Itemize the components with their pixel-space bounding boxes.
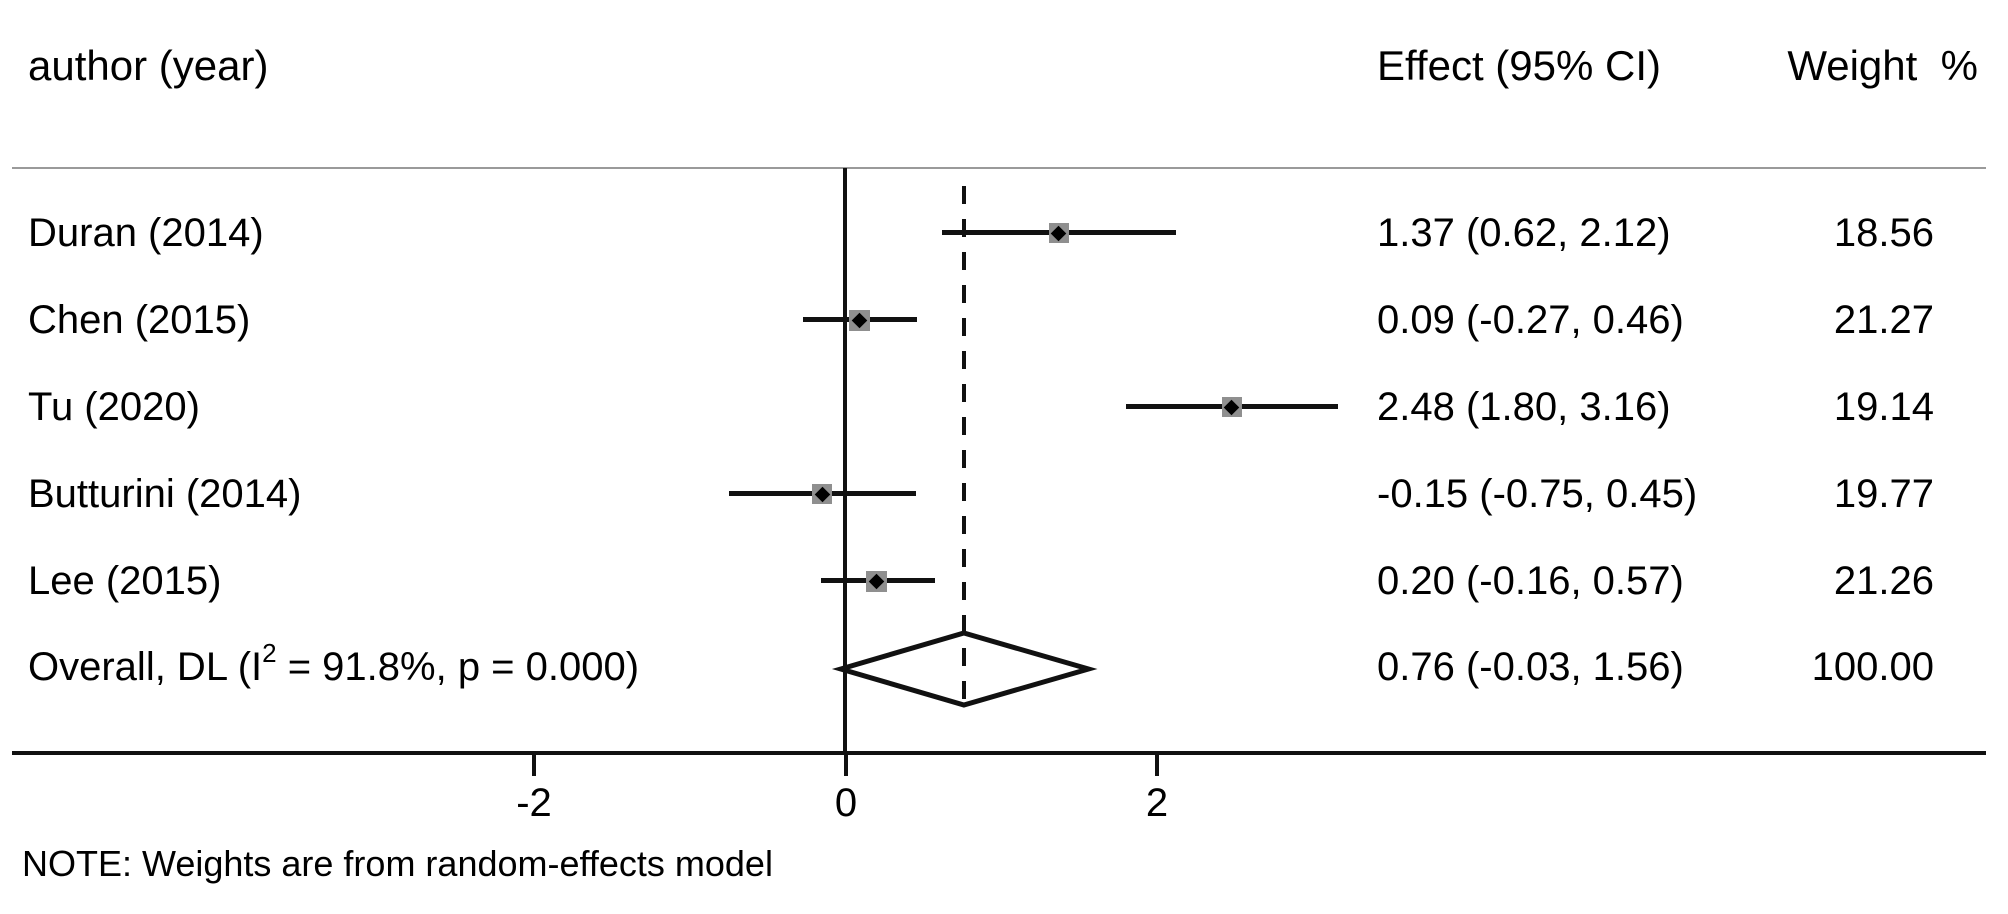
effect-value: 1.37 (0.62, 2.12) bbox=[1377, 211, 1671, 255]
weight-value: 18.56 bbox=[1833, 211, 1934, 255]
effect-value: 0.09 (-0.27, 0.46) bbox=[1377, 298, 1684, 342]
x-tick bbox=[1155, 753, 1159, 776]
effect-value: 2.48 (1.80, 3.16) bbox=[1377, 385, 1671, 429]
effect-value: -0.15 (-0.75, 0.45) bbox=[1377, 472, 1698, 516]
x-tick-label: 0 bbox=[834, 781, 858, 825]
header-rule bbox=[12, 167, 1986, 169]
column-header-author: author (year) bbox=[28, 42, 269, 89]
study-label: Tu (2020) bbox=[28, 385, 200, 429]
study-label: Chen (2015) bbox=[28, 298, 251, 342]
x-tick-label: -2 bbox=[516, 781, 552, 825]
overall-label-superscript: 2 bbox=[262, 638, 277, 668]
overall-weight-value: 100.00 bbox=[1811, 645, 1934, 689]
x-tick bbox=[532, 753, 536, 776]
null-effect-line bbox=[843, 168, 847, 753]
overall-label: Overall, DL (I2 = 91.8%, p = 0.000) bbox=[28, 640, 640, 691]
weight-value: 19.77 bbox=[1833, 472, 1934, 516]
weight-value: 21.27 bbox=[1833, 298, 1934, 342]
effect-value: 0.20 (-0.16, 0.57) bbox=[1377, 559, 1684, 603]
study-label: Lee (2015) bbox=[28, 559, 222, 603]
overall-label-post: = 91.8%, p = 0.000) bbox=[276, 645, 640, 689]
overall-effect-value: 0.76 (-0.03, 1.56) bbox=[1377, 645, 1684, 689]
weight-value: 19.14 bbox=[1833, 385, 1934, 429]
overall-label-pre: Overall, DL (I bbox=[28, 645, 263, 689]
note-text: NOTE: Weights are from random-effects mo… bbox=[22, 843, 773, 884]
study-label: Butturini (2014) bbox=[28, 472, 302, 516]
column-header-weight: Weight % bbox=[1787, 42, 1978, 89]
overall-effect-dashed-line bbox=[962, 186, 966, 712]
study-label: Duran (2014) bbox=[28, 211, 264, 255]
x-tick-label: 2 bbox=[1145, 781, 1169, 825]
x-axis-line bbox=[12, 751, 1986, 755]
weight-value: 21.26 bbox=[1833, 559, 1934, 603]
x-tick bbox=[844, 753, 848, 776]
column-header-effect: Effect (95% CI) bbox=[1377, 42, 1661, 89]
